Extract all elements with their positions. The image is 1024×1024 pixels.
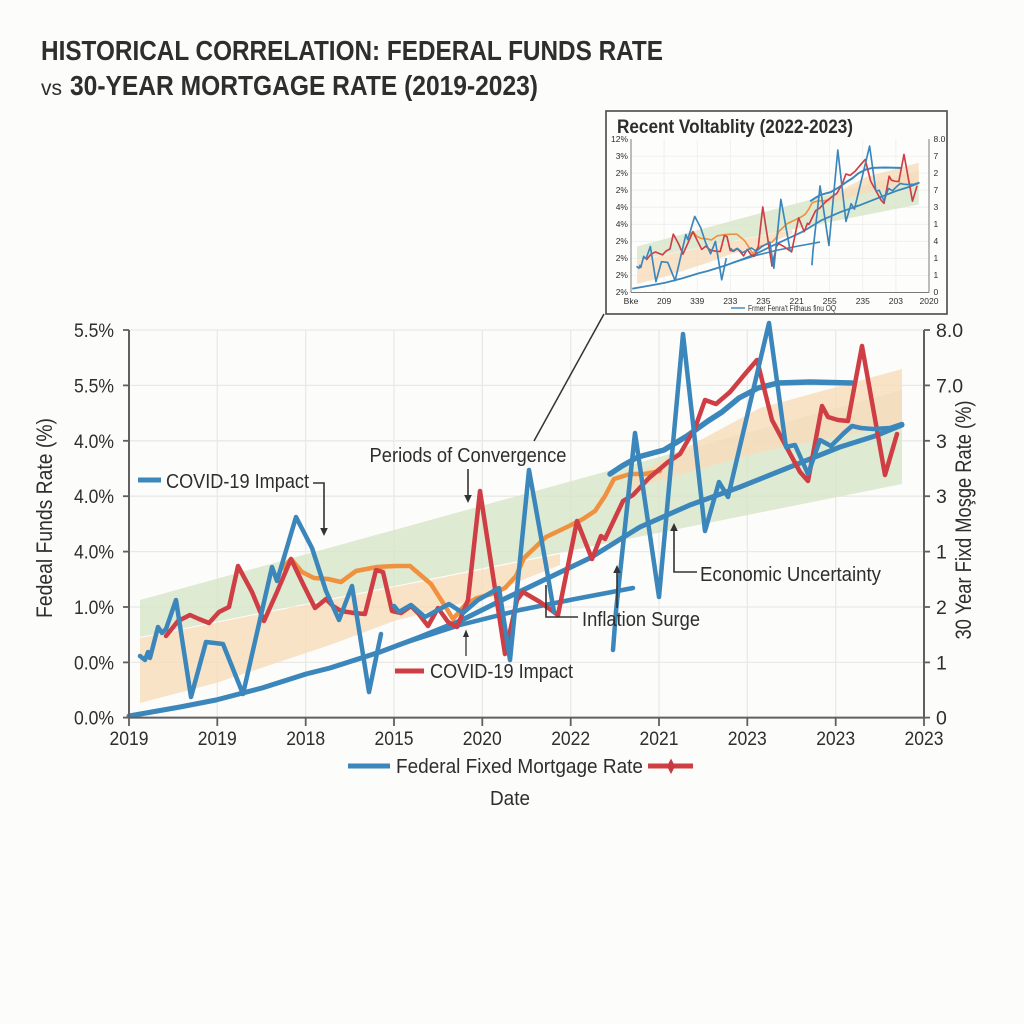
svg-text:Federal Fixed Mortgage Rate: Federal Fixed Mortgage Rate xyxy=(396,756,643,778)
svg-text:255: 255 xyxy=(823,296,837,306)
svg-text:2019: 2019 xyxy=(198,728,237,750)
svg-text:vs: vs xyxy=(41,77,62,100)
svg-text:235: 235 xyxy=(756,296,770,306)
svg-text:2020: 2020 xyxy=(463,728,502,750)
svg-text:0: 0 xyxy=(936,708,947,730)
svg-text:4: 4 xyxy=(934,236,939,246)
svg-text:5.5%: 5.5% xyxy=(74,320,114,342)
svg-text:4%: 4% xyxy=(616,219,629,229)
svg-text:7.0: 7.0 xyxy=(936,375,963,397)
svg-text:0.0%: 0.0% xyxy=(74,708,114,730)
svg-text:2018: 2018 xyxy=(286,728,325,750)
svg-text:Date: Date xyxy=(490,788,530,810)
svg-text:30-YEAR MORTGAGE RATE (2019-20: 30-YEAR MORTGAGE RATE (2019-2023) xyxy=(70,70,538,101)
svg-text:3: 3 xyxy=(936,431,947,453)
svg-text:2: 2 xyxy=(934,168,939,178)
svg-text:209: 209 xyxy=(657,296,671,306)
svg-text:7: 7 xyxy=(934,151,939,161)
svg-text:30 Year Fixd Moşge Rate (%): 30 Year Fixd Moşge Rate (%) xyxy=(951,401,976,640)
svg-text:1: 1 xyxy=(934,270,939,280)
svg-text:2015: 2015 xyxy=(375,728,414,750)
svg-text:4%: 4% xyxy=(616,202,629,212)
svg-text:Economic Uncertainty: Economic Uncertainty xyxy=(700,564,881,586)
svg-text:2%: 2% xyxy=(616,270,629,280)
svg-text:2023: 2023 xyxy=(905,728,944,750)
svg-text:Recent Voltablity (2022-2023): Recent Voltablity (2022-2023) xyxy=(617,116,853,138)
svg-text:4.0%: 4.0% xyxy=(74,431,114,453)
svg-text:12%: 12% xyxy=(611,134,628,144)
svg-text:1: 1 xyxy=(934,253,939,263)
svg-text:2: 2 xyxy=(936,597,947,619)
svg-text:2%: 2% xyxy=(616,168,629,178)
svg-text:HISTORICAL CORRELATION: FEDERA: HISTORICAL CORRELATION: FEDERAL FUNDS RA… xyxy=(41,35,663,66)
svg-text:COVID-19 Impact: COVID-19 Impact xyxy=(430,661,573,683)
svg-text:Bke: Bke xyxy=(624,296,639,306)
svg-text:2022: 2022 xyxy=(551,728,590,750)
svg-text:Fedeal Funds Rate (%): Fedeal Funds Rate (%) xyxy=(32,418,57,618)
svg-text:2020: 2020 xyxy=(920,296,939,306)
svg-text:1: 1 xyxy=(936,652,947,674)
svg-text:Frmer Fenra't Fithaus finu OQ: Frmer Fenra't Fithaus finu OQ xyxy=(748,304,836,313)
svg-text:2019: 2019 xyxy=(110,728,149,750)
svg-text:4.0%: 4.0% xyxy=(74,542,114,564)
svg-text:1: 1 xyxy=(934,219,939,229)
svg-text:2%: 2% xyxy=(616,253,629,263)
svg-text:Periods of Convergence: Periods of Convergence xyxy=(370,445,567,467)
svg-text:8.0: 8.0 xyxy=(934,134,946,144)
svg-text:Inflation Surge: Inflation Surge xyxy=(582,609,700,631)
svg-text:7: 7 xyxy=(934,185,939,195)
svg-text:COVID-19 Impact: COVID-19 Impact xyxy=(166,471,309,493)
svg-text:0: 0 xyxy=(934,287,939,297)
svg-text:233: 233 xyxy=(723,296,737,306)
svg-text:235: 235 xyxy=(856,296,870,306)
svg-text:1.0%: 1.0% xyxy=(74,597,114,619)
svg-text:2%: 2% xyxy=(616,236,629,246)
svg-text:2%: 2% xyxy=(616,287,629,297)
svg-text:2%: 2% xyxy=(616,185,629,195)
svg-text:4.0%: 4.0% xyxy=(74,486,114,508)
svg-text:5.5%: 5.5% xyxy=(74,375,114,397)
svg-text:2023: 2023 xyxy=(728,728,767,750)
svg-text:3: 3 xyxy=(934,202,939,212)
svg-text:221: 221 xyxy=(790,296,804,306)
svg-text:339: 339 xyxy=(690,296,704,306)
svg-text:2023: 2023 xyxy=(816,728,855,750)
svg-text:0.0%: 0.0% xyxy=(74,652,114,674)
svg-text:1: 1 xyxy=(936,542,947,564)
svg-text:203: 203 xyxy=(889,296,903,306)
svg-text:8.0: 8.0 xyxy=(936,320,963,342)
svg-text:3: 3 xyxy=(936,486,947,508)
svg-text:2021: 2021 xyxy=(640,728,679,750)
svg-text:3%: 3% xyxy=(616,151,629,161)
